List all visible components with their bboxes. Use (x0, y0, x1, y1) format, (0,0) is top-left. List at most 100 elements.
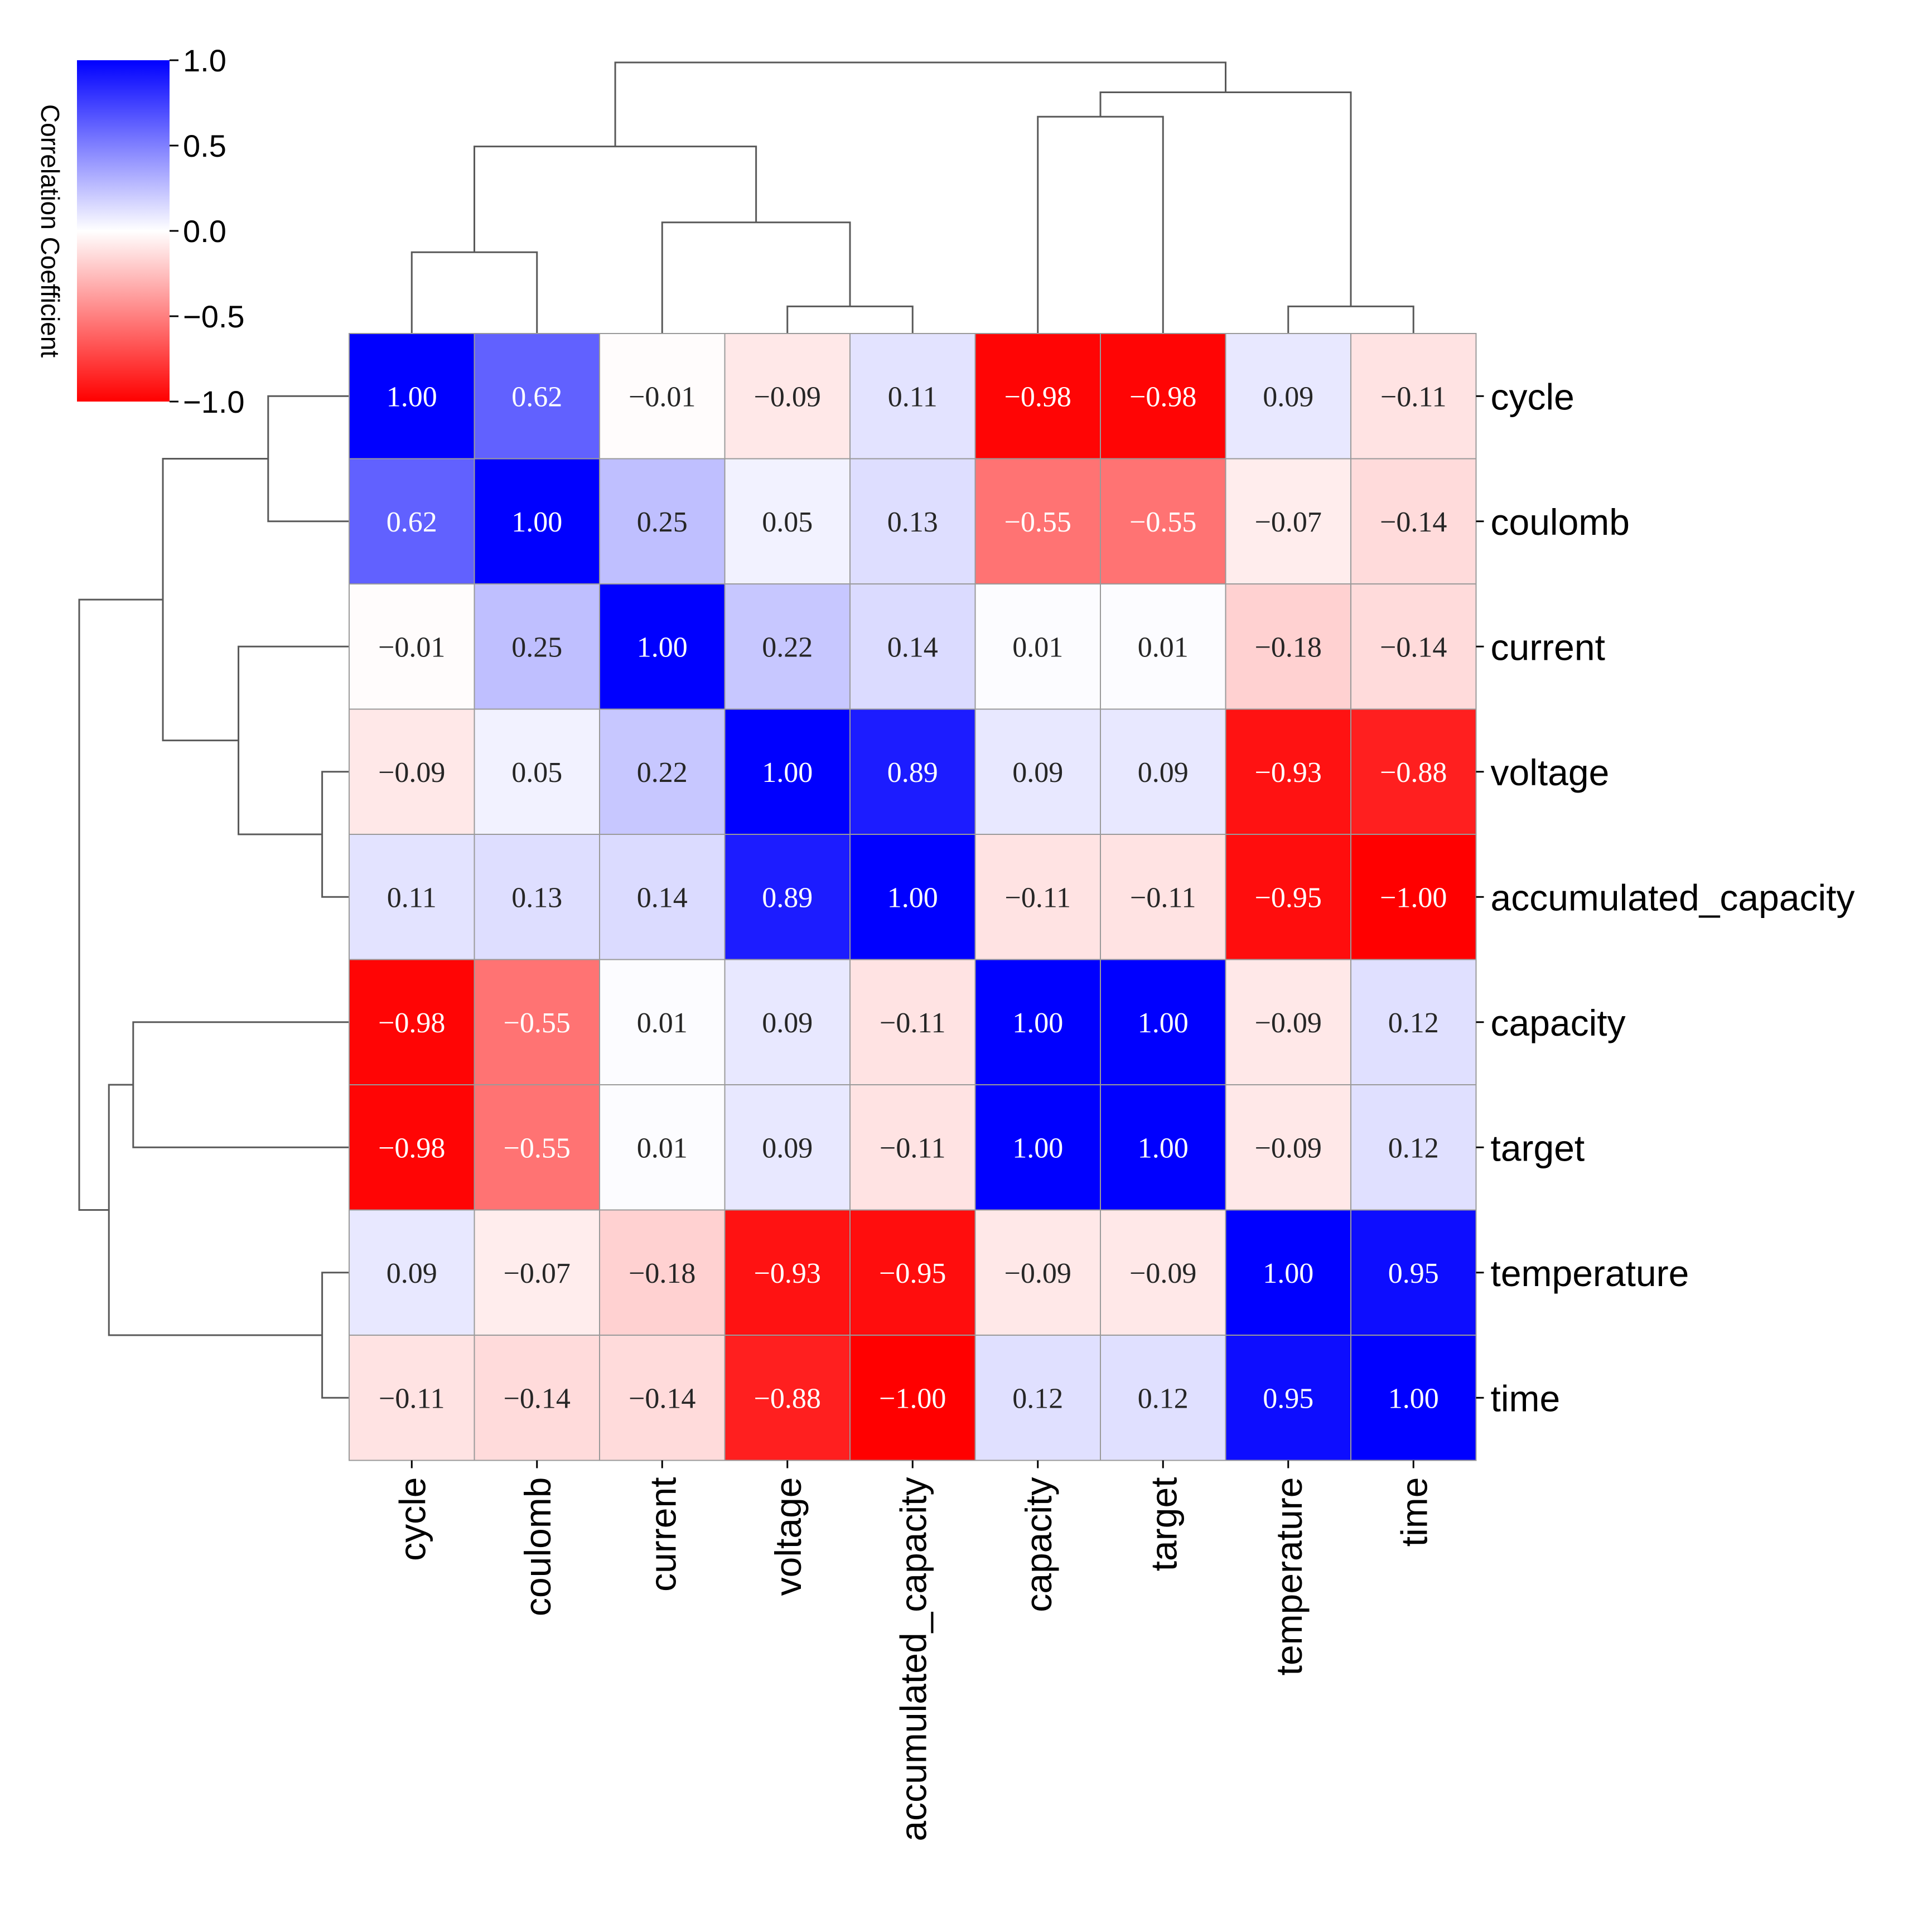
cell-value-label: 0.13 (511, 882, 562, 914)
cell-value-label: −0.95 (1255, 882, 1322, 914)
heatmap-cell-labels: 1.00 0.62 −0.01 −0.09 0.11 −0.98 −0.98 0.09 −0.1… (378, 381, 1447, 1414)
cell-value-label: −0.55 (1004, 506, 1071, 538)
cell-value-label: 0.01 (637, 1132, 688, 1164)
row-label-current: current (1491, 626, 1605, 668)
cell-value-label: −0.11 (1380, 381, 1446, 413)
heatmap-cell-time-coulomb (474, 1335, 600, 1461)
row-label-coulomb: coulomb (1491, 501, 1630, 543)
cell-value-label: −0.14 (504, 1383, 571, 1414)
heatmap-cell-cycle-voltage (724, 333, 851, 460)
heatmap-cell-coulomb-temperature (1225, 458, 1351, 584)
column-tick-labels: cycle coulomb current voltage accumulated_ca… (392, 1460, 1434, 1842)
heatmap-cell-coulomb-target (1100, 458, 1226, 584)
cell-value-label: −0.88 (754, 1383, 821, 1414)
heatmap-cell-time-capacity (974, 1335, 1101, 1461)
row-label-time: time (1491, 1378, 1561, 1419)
heatmap-cell-cycle-coulomb (474, 333, 600, 460)
cell-value-label: −0.09 (1255, 1132, 1322, 1164)
cell-value-label: −0.88 (1380, 757, 1447, 789)
heatmap-cell-capacity-capacity (974, 959, 1101, 1085)
heatmap-cell-temperature-capacity (974, 1209, 1101, 1336)
heatmap-cell-coulomb-current (599, 458, 726, 584)
cell-value-label: −0.95 (879, 1258, 946, 1289)
heatmap-cell-coulomb-cycle (349, 458, 475, 584)
cell-value-label: −0.09 (1255, 1007, 1322, 1039)
cell-value-label: 0.09 (387, 1258, 437, 1289)
cell-value-label: 0.25 (511, 631, 562, 663)
dendrogram-link (614, 61, 1226, 147)
row-tick-labels: cycle coulomb current voltage accumulated_ca… (1476, 376, 1855, 1419)
cell-value-label: 0.22 (637, 757, 688, 789)
dendrogram-link (321, 1272, 349, 1399)
heatmap-cell-accumulated_capacity-cycle (349, 834, 475, 960)
top-dendrogram (410, 61, 1414, 334)
cell-value-label: 0.12 (1012, 1383, 1063, 1414)
heatmap-cell-coulomb-voltage (724, 458, 851, 584)
row-label-temperature: temperature (1491, 1253, 1689, 1294)
heatmap-cell-current-target (1100, 583, 1226, 710)
heatmap-cell-time-cycle (349, 1335, 475, 1461)
heatmap-cell-current-time (1350, 583, 1477, 710)
heatmap-cell-cycle-capacity (974, 333, 1101, 460)
cell-value-label: −0.11 (880, 1132, 945, 1164)
cell-value-label: 1.00 (511, 506, 562, 538)
heatmap-cell-accumulated_capacity-time (1350, 834, 1477, 960)
heatmap-cell-voltage-cycle (349, 708, 475, 835)
heatmap-cell-current-cycle (349, 583, 475, 710)
heatmap-cell-temperature-voltage (724, 1209, 851, 1336)
cell-value-label: 0.95 (1388, 1258, 1439, 1289)
row-label-cycle: cycle (1491, 376, 1574, 417)
col-label-time: time (1393, 1477, 1434, 1547)
cell-value-label: −0.18 (629, 1258, 695, 1289)
cell-value-label: 0.09 (1012, 757, 1063, 789)
cell-value-label: −0.11 (880, 1007, 945, 1039)
cell-value-label: 0.62 (387, 506, 437, 538)
cell-value-label: −0.09 (1004, 1258, 1071, 1289)
colorbar-gradient (77, 60, 170, 402)
heatmap-cell-voltage-temperature (1225, 708, 1351, 835)
col-label-current: current (642, 1477, 683, 1592)
cell-value-label: −0.07 (1255, 506, 1322, 538)
cell-value-label: −0.55 (1129, 506, 1196, 538)
cell-value-label: −0.18 (1255, 631, 1322, 663)
cell-value-label: 0.14 (887, 631, 938, 663)
cell-value-label: 1.00 (887, 882, 938, 914)
cell-value-label: 0.05 (511, 757, 562, 789)
cell-value-label: 1.00 (1012, 1007, 1063, 1039)
col-label-accumulated_capacity: accumulated_capacity (892, 1477, 934, 1842)
cell-value-label: −1.00 (1380, 882, 1447, 914)
heatmap-cell-cycle-accumulated_capacity (849, 333, 976, 460)
heatmap-cell-capacity-cycle (349, 959, 475, 1085)
heatmap-cell-temperature-cycle (349, 1209, 475, 1336)
heatmap-cell-temperature-target (1100, 1209, 1226, 1336)
cell-value-label: −1.00 (879, 1383, 946, 1414)
cell-value-label: −0.09 (378, 757, 445, 789)
heatmap-cell-current-coulomb (474, 583, 600, 710)
cell-value-label: 0.12 (1138, 1383, 1189, 1414)
heatmap-cell-accumulated_capacity-target (1100, 834, 1226, 960)
heatmap-cell-capacity-accumulated_capacity (849, 959, 976, 1085)
heatmap-cell-target-current (599, 1084, 726, 1211)
cell-value-label: 0.12 (1388, 1132, 1439, 1164)
cell-value-label: 0.95 (1263, 1383, 1313, 1414)
cell-value-label: 0.01 (1138, 631, 1189, 663)
dendrogram-link (786, 305, 914, 334)
cell-value-label: −0.09 (1129, 1258, 1196, 1289)
cell-value-label: 0.01 (1012, 631, 1063, 663)
heatmap-cells (349, 333, 1477, 1461)
heatmap-cell-target-coulomb (474, 1084, 600, 1211)
heatmap-cell-capacity-voltage (724, 959, 851, 1085)
cell-value-label: 1.00 (1138, 1132, 1189, 1164)
heatmap-cell-target-temperature (1225, 1084, 1351, 1211)
colorbar-title: Correlation Coefficient (36, 104, 65, 357)
heatmap-cell-temperature-temperature (1225, 1209, 1351, 1336)
cell-value-label: −0.98 (378, 1132, 445, 1164)
cell-value-label: 0.22 (762, 631, 813, 663)
cell-value-label: 0.05 (762, 506, 813, 538)
heatmap-cell-time-target (1100, 1335, 1226, 1461)
heatmap-cell-cycle-temperature (1225, 333, 1351, 460)
row-label-target: target (1491, 1127, 1585, 1168)
heatmap-cell-voltage-coulomb (474, 708, 600, 835)
heatmap-cell-target-cycle (349, 1084, 475, 1211)
left-dendrogram (78, 395, 349, 1399)
